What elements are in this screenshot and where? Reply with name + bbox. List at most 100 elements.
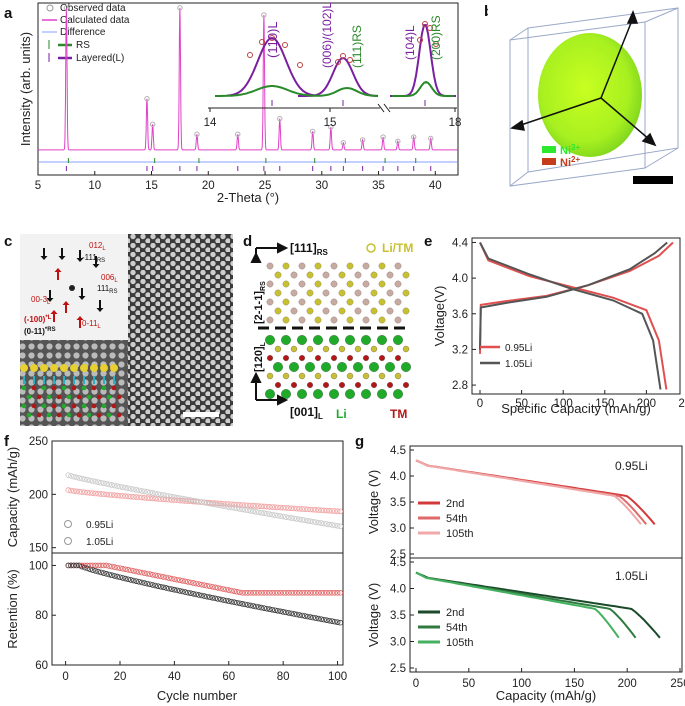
lattice-li-atom xyxy=(377,389,387,399)
capacity-point-095 xyxy=(323,507,330,514)
fft-arrowhead xyxy=(92,264,100,268)
retention-point-105 xyxy=(315,615,322,622)
capacity-point-095 xyxy=(109,492,115,498)
retention-point-105 xyxy=(100,570,107,576)
retention-point-095 xyxy=(92,562,99,569)
retention-point-095 xyxy=(310,590,316,596)
retention-point-105 xyxy=(258,604,265,611)
panel-b-axes xyxy=(510,10,657,147)
lattice-model xyxy=(265,262,411,399)
inset-observed-point xyxy=(259,39,265,45)
model-atom xyxy=(111,403,117,409)
lattice-tm-atom xyxy=(283,355,289,361)
lattice-o-atom xyxy=(266,280,274,288)
retention-point-095 xyxy=(337,590,344,596)
y-tick-label: 4.5 xyxy=(390,445,406,457)
capacity-point-095 xyxy=(141,494,148,501)
lattice-litm-atom xyxy=(378,280,386,288)
legend-105: 1.05Li xyxy=(505,359,532,370)
cube-edge xyxy=(644,147,679,169)
lattice-o-atom xyxy=(298,298,306,306)
retention-point-105 xyxy=(155,583,161,589)
retention-point-095 xyxy=(98,562,104,569)
capacity-point-095 xyxy=(332,508,338,514)
retention-point-105 xyxy=(171,586,178,593)
inset-observed-point xyxy=(427,25,433,31)
axis-arrowhead-up xyxy=(626,10,639,24)
retention-point-105 xyxy=(89,567,96,573)
y-tick-label: 4.0 xyxy=(390,471,406,483)
capacity-point-105 xyxy=(147,489,153,496)
retention-point-095 xyxy=(100,562,107,569)
retention-point-095 xyxy=(141,570,148,576)
lattice-tm-atom xyxy=(371,382,377,388)
model-atom xyxy=(66,412,72,418)
retention-point-095 xyxy=(239,590,246,596)
retention-point-105 xyxy=(79,563,85,570)
capacity-point-095 xyxy=(119,493,126,499)
capacity-point-105 xyxy=(291,515,297,522)
capacity-point-095 xyxy=(95,490,102,497)
retention-point-105 xyxy=(283,609,289,616)
model-atom xyxy=(56,412,62,418)
panel-e-x-label: Specific Capacity (mAh/g) xyxy=(501,401,651,416)
y-tick-label: 2.5 xyxy=(390,663,406,675)
retention-point-095 xyxy=(174,576,180,583)
retention-point-105 xyxy=(201,593,208,599)
capacity-point-095 xyxy=(277,504,284,511)
retention-point-095 xyxy=(84,562,91,569)
retention-point-095 xyxy=(223,586,229,593)
lattice-tm-atom xyxy=(331,355,337,361)
inset-label-104: (104)L xyxy=(403,25,417,60)
lattice-litm-atom xyxy=(314,280,322,288)
retention-point-105 xyxy=(133,578,140,584)
capacity-point-105 xyxy=(269,511,276,518)
lattice-o-atom xyxy=(362,262,370,270)
x-tick-label: 40 xyxy=(429,180,442,192)
label-111rs-a: -111RS xyxy=(82,253,105,264)
retention-point-105 xyxy=(332,618,338,625)
capacity-point-095 xyxy=(92,490,99,497)
model-atom xyxy=(26,394,32,400)
rs-arrowhead-h xyxy=(277,242,289,254)
retention-point-105 xyxy=(144,580,150,587)
y-tick-label: 4.0 xyxy=(390,584,406,596)
capacity-point-095 xyxy=(293,505,300,512)
lattice-li-atom xyxy=(393,335,403,345)
capacity-point-095 xyxy=(76,488,82,495)
capacity-point-105 xyxy=(98,479,104,486)
legend-f-105: 1.05Li xyxy=(86,537,113,548)
retention-point-095 xyxy=(152,572,159,579)
retention-point-105 xyxy=(296,612,303,618)
lattice-litm-atom xyxy=(282,316,290,324)
capacity-point-105 xyxy=(119,484,126,490)
legend-label-top-2nd: 2nd xyxy=(446,498,464,510)
retention-point-105 xyxy=(68,562,74,569)
retention-point-105 xyxy=(182,589,189,595)
lattice-o-atom xyxy=(354,271,362,279)
capacity-point-105 xyxy=(234,505,240,512)
haadf-image-right xyxy=(128,234,233,426)
model-atom xyxy=(21,385,27,391)
capacity-point-105 xyxy=(114,483,121,489)
retention-point-105 xyxy=(95,568,102,575)
inset-axis-break-1 xyxy=(377,103,385,113)
lattice-o-atom xyxy=(322,289,330,297)
model-atom xyxy=(51,385,57,391)
y-tick-label: 2.5 xyxy=(390,549,406,561)
legend-f-105-marker xyxy=(64,537,72,545)
capacity-point-095 xyxy=(231,501,238,508)
x-tick-label: 60 xyxy=(222,671,235,683)
retention-point-095 xyxy=(117,565,123,571)
retention-point-095 xyxy=(125,567,131,573)
inset-axis-break-2 xyxy=(383,103,391,113)
legend-ni2-swatch xyxy=(542,158,556,165)
capacity-point-105 xyxy=(109,482,115,488)
retention-point-095 xyxy=(177,577,183,584)
retention-point-095 xyxy=(329,590,335,596)
retention-point-095 xyxy=(313,590,319,596)
capacity-point-095 xyxy=(185,498,191,504)
retention-point-095 xyxy=(106,563,112,569)
retention-point-105 xyxy=(209,594,216,601)
lattice-litm-atom xyxy=(338,289,346,297)
